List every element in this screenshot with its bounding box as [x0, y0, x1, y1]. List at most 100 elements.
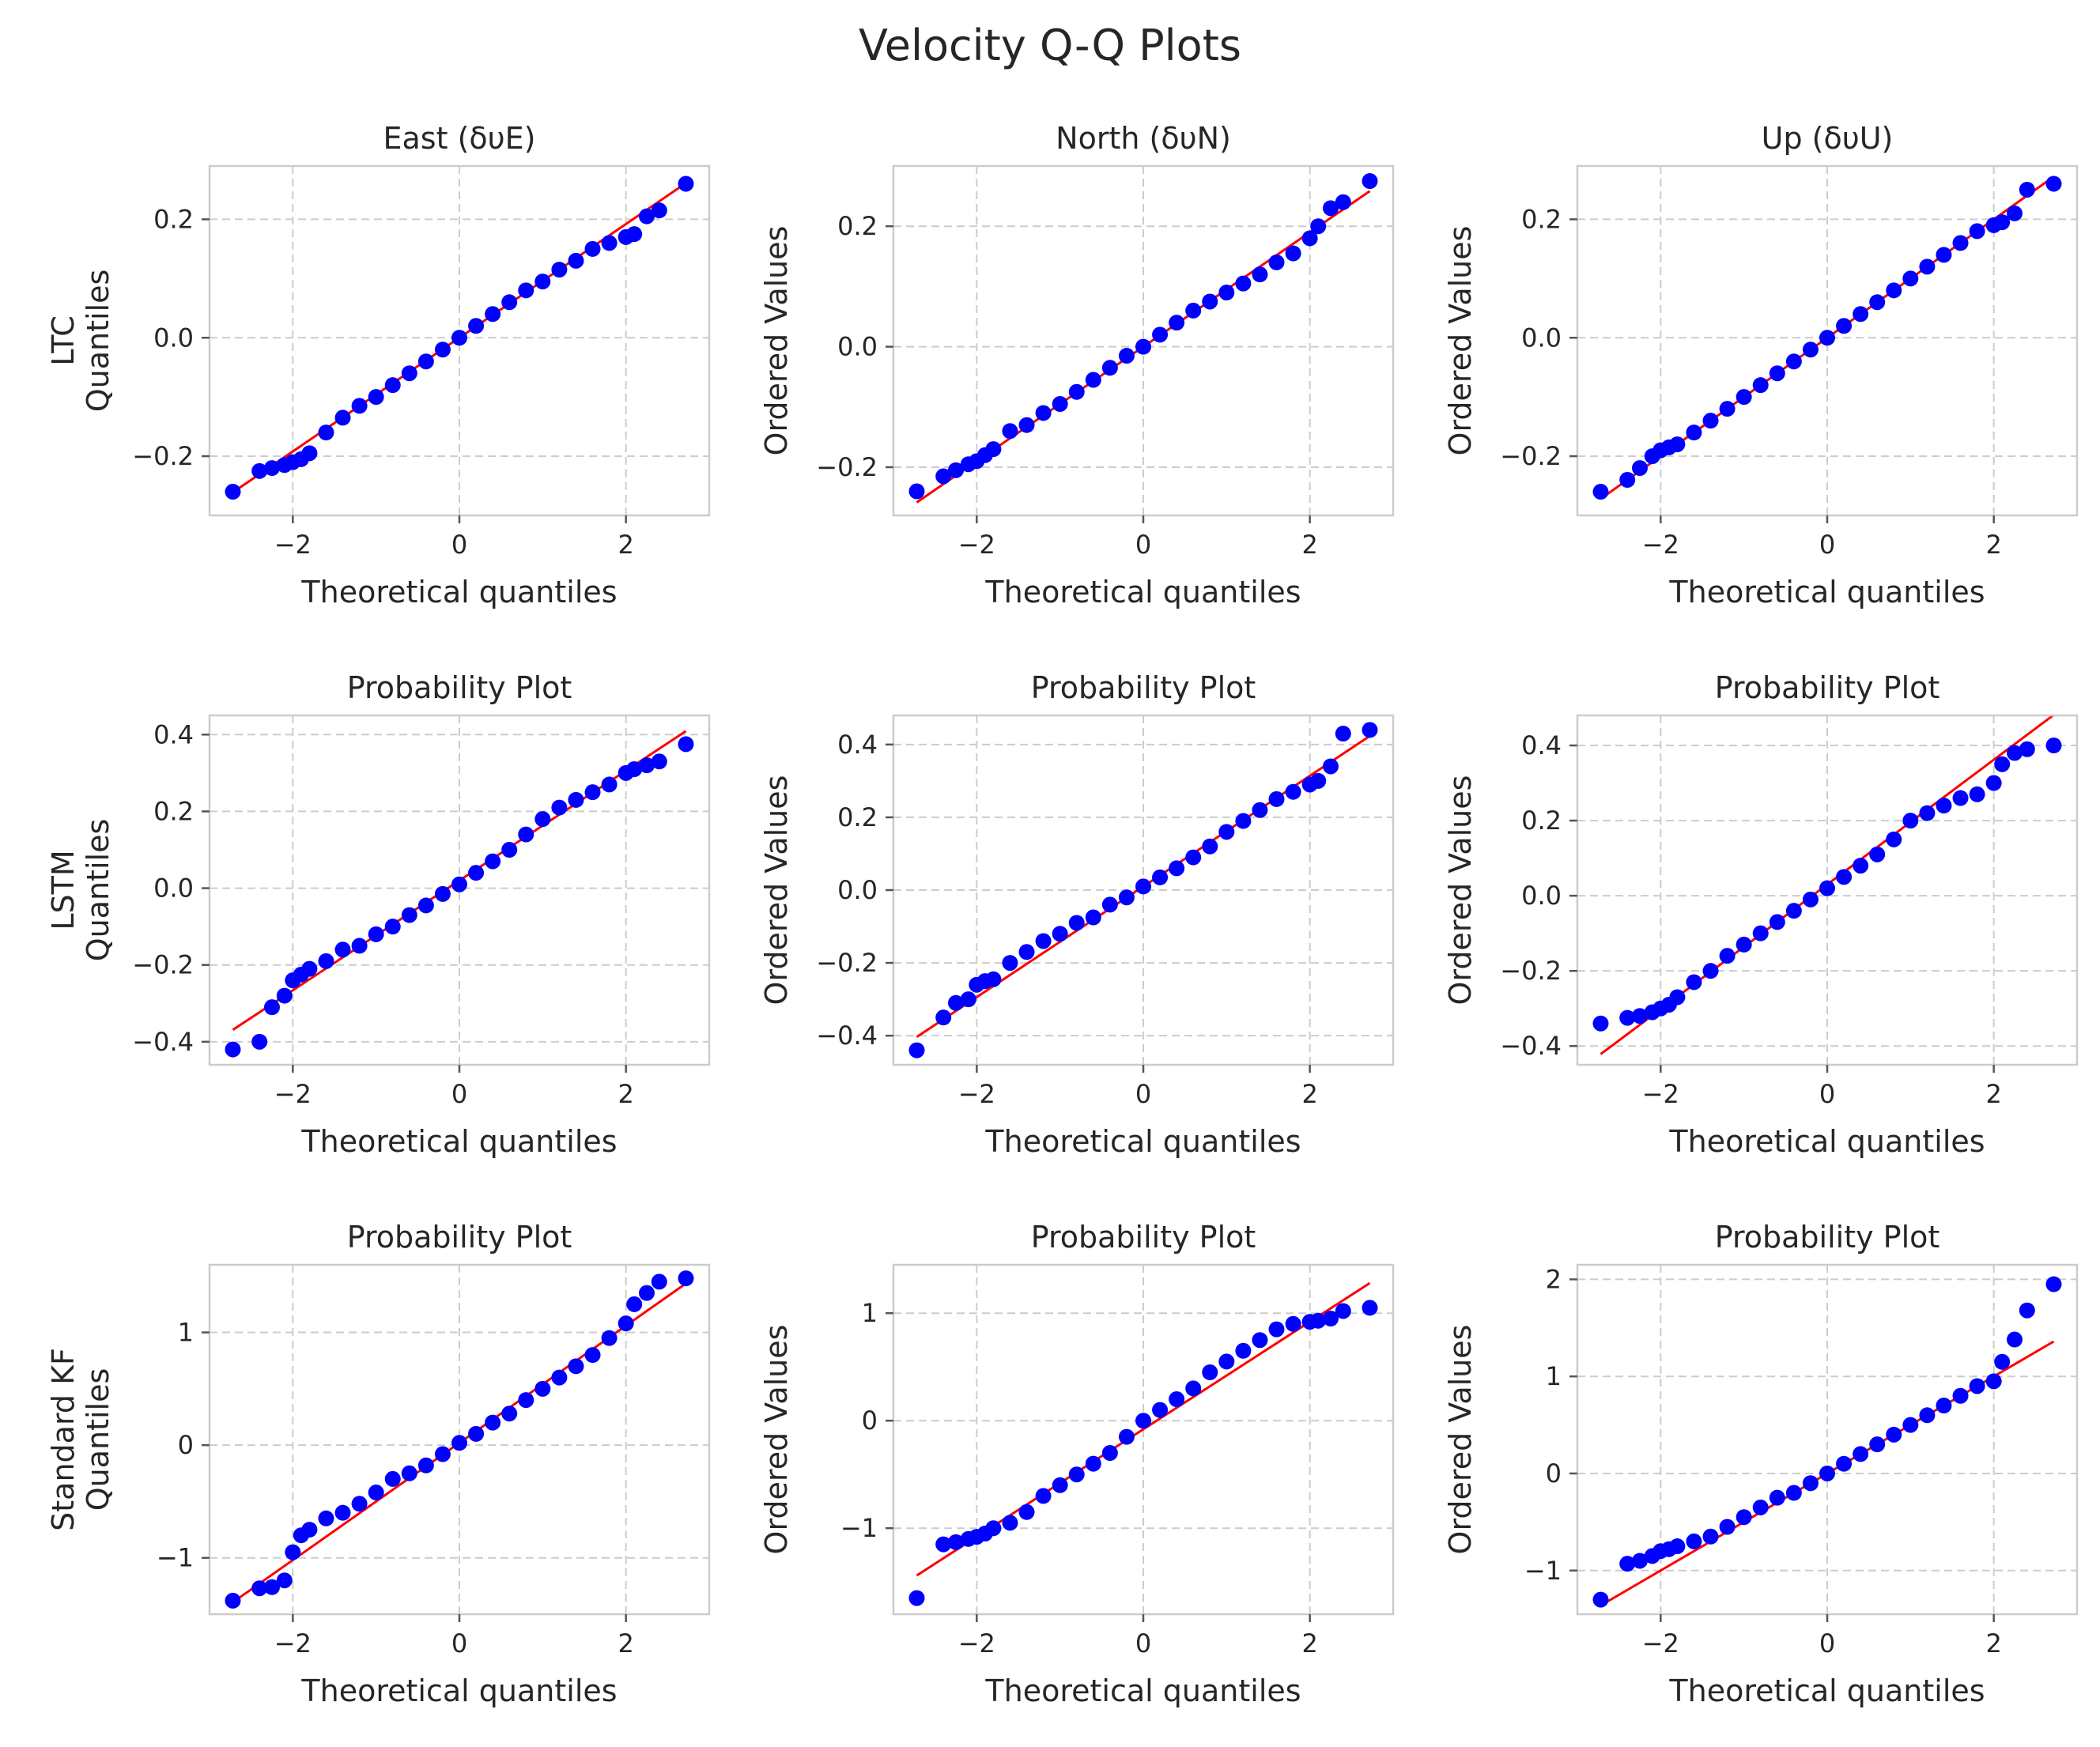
- data-point: [1952, 1387, 1969, 1404]
- data-point: [1802, 341, 1819, 358]
- qq-panel-7: −2 0 2 −1 0 1 Probability Plot Theoretical quan…: [46, 1220, 711, 1708]
- data-point: [626, 761, 643, 777]
- data-point: [985, 971, 1002, 987]
- y-tick-label: −0.4: [816, 1021, 878, 1051]
- data-point: [1869, 846, 1886, 862]
- data-point: [368, 1485, 384, 1501]
- data-point: [518, 1392, 534, 1409]
- data-point: [368, 926, 384, 942]
- data-point: [948, 462, 964, 478]
- data-point: [1769, 914, 1785, 930]
- data-point: [1886, 1426, 1902, 1443]
- data-point: [1118, 348, 1135, 364]
- x-tick-label: −2: [274, 1079, 312, 1109]
- data-point: [985, 441, 1002, 458]
- data-point: [264, 999, 280, 1016]
- x-tick-label: 2: [1301, 530, 1317, 560]
- data-point: [1169, 1391, 1185, 1407]
- data-point: [1052, 926, 1068, 942]
- data-point: [1101, 1445, 1118, 1461]
- data-point: [1686, 974, 1702, 990]
- data-point: [551, 262, 568, 278]
- data-point: [225, 484, 241, 500]
- y-axis-label: Ordered Values: [1443, 1325, 1478, 1555]
- data-point: [1902, 270, 1919, 287]
- y-tick-label: 0.2: [153, 204, 194, 234]
- data-point: [1985, 775, 2002, 791]
- data-point: [678, 175, 694, 192]
- x-axis-label: Theoretical quantiles: [1668, 1673, 1985, 1708]
- data-point: [351, 398, 368, 414]
- y-tick-label: −1: [840, 1513, 878, 1543]
- x-tick-label: 0: [1135, 1079, 1151, 1109]
- data-point: [1169, 315, 1185, 331]
- y-tick-label: −0.2: [132, 441, 194, 471]
- data-point: [434, 885, 451, 902]
- data-point: [1335, 194, 1351, 210]
- y-tick-label: 2: [1546, 1264, 1562, 1294]
- data-point: [1101, 360, 1118, 376]
- data-point: [1902, 813, 1919, 829]
- data-point: [1919, 258, 1936, 275]
- data-point: [518, 826, 534, 843]
- data-point: [639, 208, 655, 225]
- data-point: [1101, 896, 1118, 913]
- data-point: [639, 757, 655, 774]
- data-point: [534, 274, 551, 290]
- data-point: [1819, 880, 1835, 896]
- data-point: [935, 468, 952, 485]
- data-point: [285, 1544, 301, 1560]
- data-point: [1002, 955, 1018, 972]
- data-point: [1268, 254, 1285, 270]
- data-point: [1969, 786, 1985, 802]
- data-point: [334, 1504, 351, 1521]
- data-point: [1669, 1538, 1686, 1555]
- y-tick-label: −0.2: [1500, 956, 1562, 986]
- data-point: [626, 226, 643, 243]
- x-tick-label: −2: [274, 1628, 312, 1658]
- y-tick-label: −0.2: [816, 948, 878, 978]
- data-point: [1285, 245, 1301, 262]
- x-tick-label: 0: [1819, 530, 1835, 560]
- qq-panel-2: −2 0 2 −0.2 0.0 0.2 North (δυN) Theoretical qua…: [759, 121, 1395, 609]
- y-tick-label: 0.2: [837, 802, 878, 832]
- data-point: [1002, 1515, 1018, 1531]
- data-point: [1686, 1533, 1702, 1549]
- data-point: [2045, 175, 2062, 192]
- y-tick-label: 0: [178, 1430, 194, 1460]
- data-point: [1886, 831, 1902, 847]
- data-point: [276, 1572, 293, 1589]
- y-tick-label: 0.2: [837, 211, 878, 241]
- data-point: [1068, 383, 1085, 400]
- x-axis-label: Theoretical quantiles: [300, 575, 617, 609]
- data-point: [1819, 330, 1835, 346]
- data-point: [485, 306, 501, 323]
- data-point: [601, 1330, 618, 1346]
- data-point: [1802, 891, 1819, 907]
- qq-panel-3: −2 0 2 −0.2 0.0 0.2 Up (δυU) Theoretical quanti…: [1443, 121, 2079, 609]
- data-point: [1936, 1398, 1952, 1414]
- data-point: [1252, 802, 1268, 818]
- data-point: [1619, 1556, 1636, 1572]
- data-point: [468, 318, 485, 334]
- data-point: [1952, 235, 1969, 251]
- x-axis-label: Theoretical quantiles: [1668, 1124, 1985, 1159]
- data-point: [334, 941, 351, 958]
- data-point: [1632, 1008, 1648, 1024]
- data-point: [451, 330, 467, 346]
- y-axis-label: Ordered Values: [759, 1325, 794, 1555]
- y-tick-label: 0.0: [153, 874, 194, 904]
- y-axis-label: LTCQuantiles: [46, 270, 115, 413]
- data-point: [301, 445, 318, 462]
- data-point: [401, 1465, 417, 1481]
- panel-title: North (δυN): [1056, 121, 1231, 156]
- data-point: [1969, 223, 1985, 240]
- data-point: [1836, 1455, 1853, 1472]
- data-point: [1068, 915, 1085, 931]
- data-point: [948, 1534, 964, 1550]
- x-tick-label: 2: [618, 1628, 633, 1658]
- data-point: [1632, 1553, 1648, 1569]
- data-point: [1686, 424, 1702, 441]
- data-point: [401, 907, 417, 923]
